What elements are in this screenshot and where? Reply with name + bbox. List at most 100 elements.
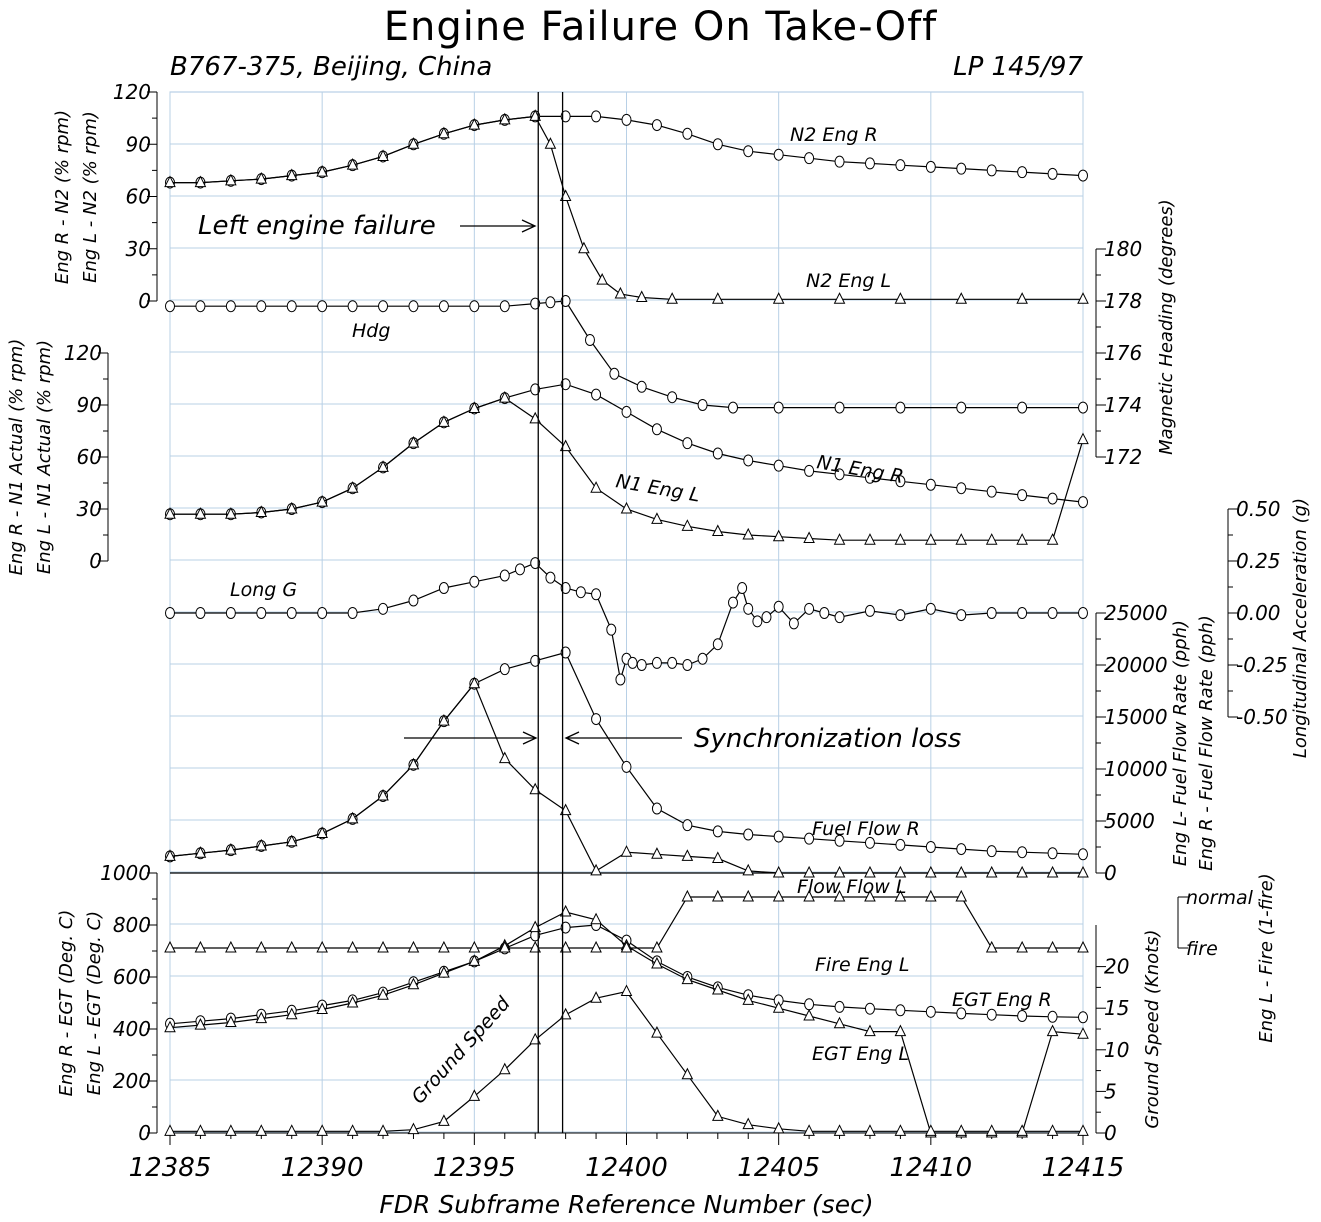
- hdg-point: [1017, 401, 1028, 414]
- n1-eng-r-point: [986, 485, 997, 498]
- n2-eng-l-point: [468, 117, 481, 130]
- egt-eng-r-point: [560, 921, 571, 934]
- fuel-flow-r-point: [986, 845, 997, 858]
- n1-eng-l-point: [651, 512, 663, 524]
- n1-eng-r-point: [895, 475, 906, 488]
- fuel-tick-label: 20000: [1104, 653, 1168, 677]
- n1-eng-l-point: [1046, 533, 1059, 545]
- egt-eng-r-point: [804, 998, 815, 1011]
- x-tick-label: 12400: [585, 1153, 668, 1183]
- n2-eng-l-point: [285, 168, 298, 181]
- fuel-flow-r-point: [712, 825, 723, 838]
- hdg-tick-label: 174: [1104, 393, 1142, 417]
- ground-speed-point: [620, 984, 633, 997]
- n1-eng-l-point: [590, 481, 602, 493]
- hdg-point: [530, 297, 541, 310]
- fire-eng-l-point: [864, 889, 876, 902]
- ground-speed-point: [651, 1026, 663, 1038]
- n2-eng-r-point: [804, 152, 815, 165]
- n1-eng-l-point: [620, 501, 633, 514]
- long-g-point: [743, 602, 754, 615]
- fuel-flow-r-point: [1047, 847, 1058, 860]
- fire-eng-l-point: [985, 940, 998, 953]
- n1-axis-title: Eng L - N1 Actual (% rpm): [34, 340, 55, 574]
- egt-eng-l-point: [681, 972, 694, 985]
- long-g-point: [1047, 607, 1058, 619]
- n1-eng-l-point: [681, 519, 694, 531]
- fuel-flow-r-point: [530, 654, 541, 667]
- n1-eng-l-point: [742, 527, 755, 540]
- ground-speed-point: [772, 1121, 785, 1134]
- flow-flow-l-point: [377, 788, 389, 801]
- fire-eng-l-point: [772, 889, 785, 902]
- series-label-fire-eng-l: Fire Eng L: [815, 954, 909, 976]
- egt-eng-r-point: [834, 1000, 845, 1013]
- hdg-point: [895, 401, 906, 414]
- flow-flow-l-point: [711, 851, 724, 863]
- n1-eng-r-point: [591, 388, 602, 401]
- n2-tick-label: 90: [126, 132, 151, 156]
- fuel-axis-title: Eng R - Fuel Flow Rate (pph): [1196, 615, 1217, 871]
- n2-eng-r-point: [864, 157, 875, 170]
- fuel-flow-r-point: [1078, 848, 1088, 861]
- fuel-flow-r-point: [956, 843, 967, 856]
- egt-eng-l-point: [742, 993, 755, 1005]
- egt-eng-r-point: [1017, 1010, 1028, 1022]
- n2-eng-l-point: [438, 126, 450, 139]
- fire-eng-l-point: [438, 940, 450, 953]
- egt-eng-l-point: [590, 912, 602, 925]
- long-g-point: [834, 611, 845, 624]
- flow-flow-l-point: [1077, 865, 1089, 878]
- ground-speed-point: [925, 1124, 937, 1136]
- n1-eng-r-point: [804, 464, 815, 477]
- x-tick-label: 12390: [281, 1153, 364, 1183]
- n2-eng-l-point: [955, 292, 968, 304]
- fire-eng-l-point: [833, 889, 846, 902]
- hdg-point: [225, 300, 236, 313]
- n2-eng-r-point: [591, 110, 602, 123]
- flow-flow-l-point: [590, 863, 602, 876]
- n2-eng-r-point: [560, 110, 571, 123]
- ground-speed-point: [225, 1124, 237, 1136]
- flow-flow-l-point: [316, 826, 328, 838]
- egt-eng-l-point: [1077, 1027, 1089, 1039]
- long-g-point: [986, 607, 997, 619]
- n1-eng-r-point: [621, 405, 632, 418]
- egt-axis-title: Ground Speed (Knots): [1142, 929, 1163, 1128]
- fire-eng-l-point: [1046, 940, 1059, 953]
- x-tick-label: 12385: [129, 1153, 212, 1183]
- n2-tick-label: 120: [113, 80, 151, 104]
- ground-speed-point: [164, 1124, 176, 1136]
- n1-eng-r-point: [864, 471, 875, 484]
- n1-eng-l-point: [1077, 432, 1089, 445]
- egt-eng-l-point: [803, 1008, 815, 1021]
- egt-tick-label: fire: [1186, 938, 1218, 960]
- series-label-n1-eng-r: N1 Eng R: [815, 451, 905, 488]
- ground-speed-point: [681, 1067, 694, 1080]
- series-label-flow-flow-l: Flow Flow L: [797, 876, 906, 898]
- n1-tick-label: 90: [77, 393, 102, 417]
- n2-axis-title: Eng L - N2 (% rpm): [80, 111, 101, 283]
- long-g-point: [575, 586, 586, 599]
- fire-eng-l-point: [1016, 940, 1028, 953]
- ground-speed-point: [285, 1124, 298, 1136]
- hdg-point: [834, 401, 845, 414]
- n1-tick-label: 0: [89, 549, 102, 573]
- hdg-tick-label: 172: [1104, 445, 1142, 469]
- egt-eng-l-point: [346, 995, 359, 1008]
- flow-flow-l-point: [194, 846, 207, 858]
- hdg-tick-label: 180: [1104, 237, 1142, 261]
- fuel-tick-label: 5000: [1104, 809, 1155, 833]
- n1-eng-r-point: [773, 459, 784, 472]
- flow-flow-l-point: [255, 838, 268, 851]
- fuel-flow-r-point: [651, 802, 662, 815]
- n2-eng-r-point: [773, 148, 784, 161]
- ground-speed-point: [742, 1117, 755, 1130]
- long-g-point: [636, 659, 647, 671]
- egt-tick-label: 600: [113, 965, 151, 989]
- long-g-point: [895, 609, 906, 622]
- hdg-point: [636, 380, 647, 393]
- n1-eng-l-point: [468, 401, 481, 413]
- flow-flow-l-point: [681, 849, 694, 861]
